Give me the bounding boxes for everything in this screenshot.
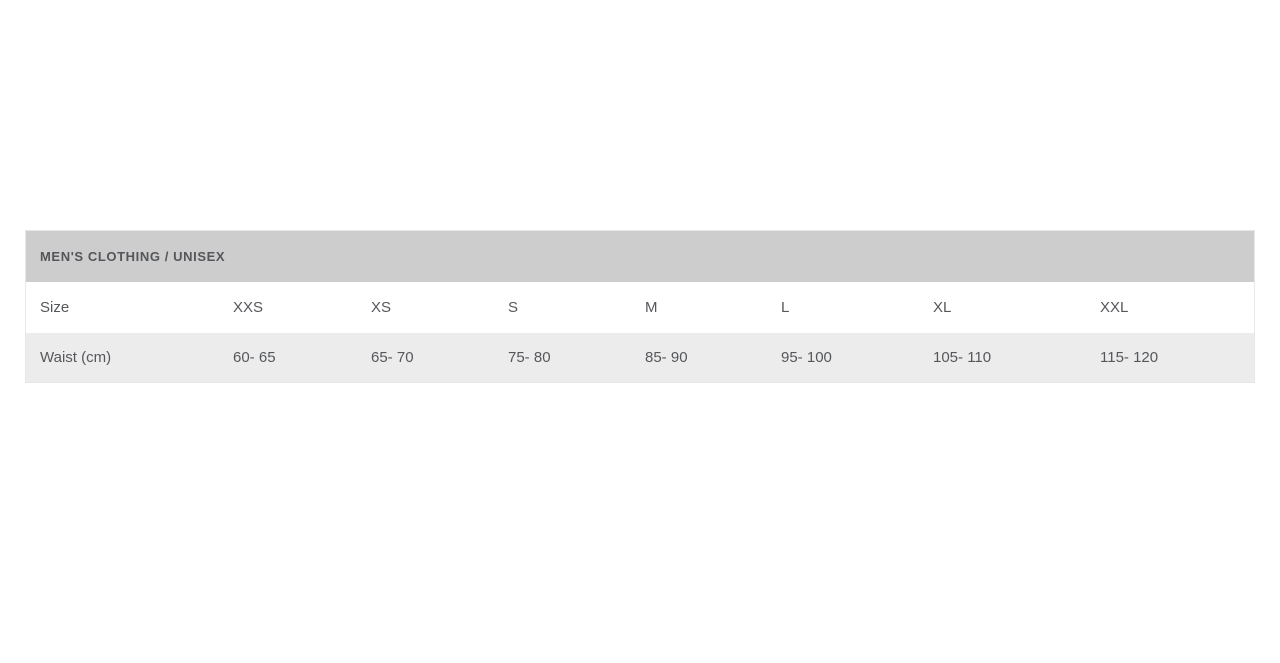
- size-labels-row: Size XXS XS S M L XL XXL: [26, 282, 1254, 333]
- size-column-header-xl: XL: [933, 299, 952, 316]
- size-table: Size XXS XS S M L XL XXL Waist (cm) 60- …: [26, 282, 1254, 382]
- size-column-header-s: S: [508, 299, 519, 316]
- size-chart-table: MEN'S CLOTHING / UNISEX Size XXS XS S: [25, 230, 1255, 383]
- waist-value-s: 75- 80: [494, 333, 631, 382]
- size-chart-title: MEN'S CLOTHING / UNISEX: [40, 249, 226, 264]
- size-chart-header: MEN'S CLOTHING / UNISEX: [26, 231, 1254, 282]
- size-column-header-xxs: XXS: [233, 299, 264, 316]
- waist-value-xl: 105- 110: [919, 333, 1086, 382]
- waist-value-m: 85- 90: [631, 333, 767, 382]
- waist-value-xs: 65- 70: [357, 333, 494, 382]
- waist-measurements-row: Waist (cm) 60- 65 65- 70 75- 80 85- 90 9…: [26, 333, 1254, 382]
- waist-value-xxl: 115- 120: [1086, 333, 1254, 382]
- size-column-header-xxl: XXL: [1100, 299, 1129, 316]
- size-column-header-xs: XS: [371, 299, 392, 316]
- waist-value-xxs: 60- 65: [219, 333, 357, 382]
- waist-row-label: Waist (cm): [26, 333, 219, 382]
- size-column-header-l: L: [781, 299, 790, 316]
- size-row-label: Size: [40, 299, 70, 316]
- waist-value-l: 95- 100: [767, 333, 919, 382]
- size-column-header-m: M: [645, 299, 658, 316]
